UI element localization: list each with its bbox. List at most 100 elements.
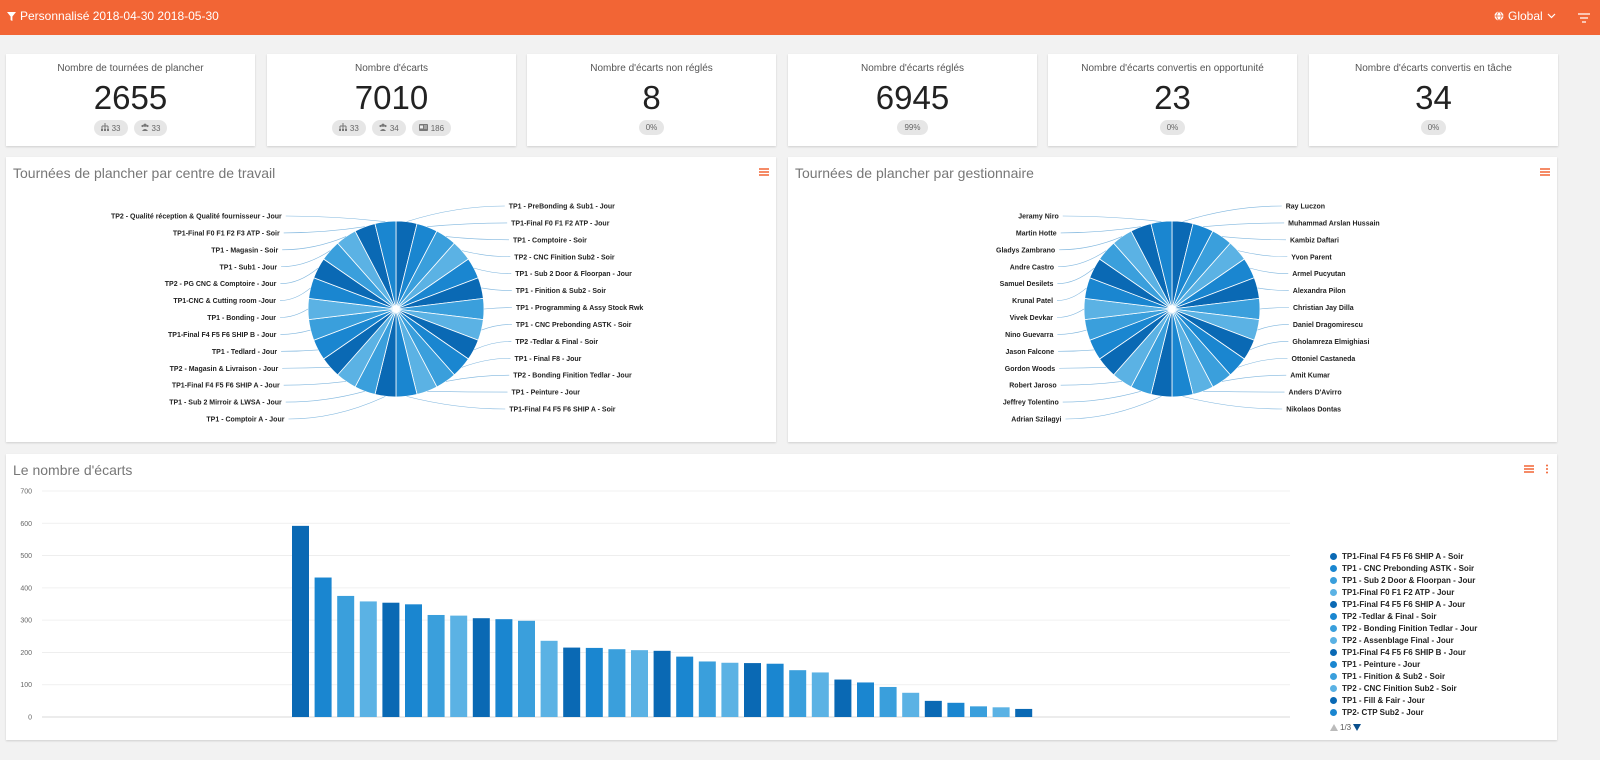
arrow-up-icon[interactable] xyxy=(1330,724,1338,731)
bar[interactable] xyxy=(495,619,513,717)
arrow-down-icon[interactable] xyxy=(1353,724,1362,731)
bar[interactable] xyxy=(631,650,648,717)
legend-item[interactable]: TP2 - Bonding Finition Tedlar - Jour xyxy=(1330,622,1477,634)
stat-chip: 33 xyxy=(133,120,168,136)
bar[interactable] xyxy=(450,615,468,717)
y-tick-label: 0 xyxy=(28,715,32,722)
bar[interactable] xyxy=(653,650,671,717)
pie-label: TP1-Final F0 F1 F2 F3 ATP - Soir xyxy=(173,230,280,237)
bar[interactable] xyxy=(789,670,807,717)
bar[interactable] xyxy=(563,647,581,717)
list-icon[interactable] xyxy=(1540,167,1550,177)
y-tick-label: 700 xyxy=(20,489,32,496)
bar[interactable] xyxy=(427,614,445,717)
pie-connector xyxy=(1182,396,1283,410)
bar[interactable] xyxy=(314,577,332,717)
pie-connector xyxy=(1060,381,1123,386)
pie-connector xyxy=(282,367,331,369)
pie-connector xyxy=(280,329,311,335)
pie-label: TP1 - Tedlard - Jour xyxy=(212,349,277,356)
bar[interactable] xyxy=(472,618,490,717)
bar[interactable] xyxy=(992,707,1010,717)
pie-connector xyxy=(1059,236,1123,251)
legend-item[interactable]: TP1 - Finition & Sub2 - Soir xyxy=(1330,670,1477,682)
legend-item[interactable]: TP1-Final F4 F5 F6 SHIP A - Jour xyxy=(1330,598,1477,610)
bar[interactable] xyxy=(382,602,400,717)
bar[interactable] xyxy=(924,700,942,717)
pie-label: TP1 - Peinture - Jour xyxy=(512,390,581,397)
bar[interactable] xyxy=(947,702,965,717)
bar[interactable] xyxy=(721,662,739,717)
bar[interactable] xyxy=(518,620,535,717)
bar[interactable] xyxy=(405,604,422,717)
bar[interactable] xyxy=(359,601,377,717)
bar[interactable] xyxy=(292,525,309,717)
more-vert-icon[interactable] xyxy=(1542,464,1552,474)
pie-label: TP1 - Final F8 - Jour xyxy=(515,356,582,363)
pie-label: Vivek Devkar xyxy=(1010,315,1054,322)
pie-label: Jeramy Niro xyxy=(1018,214,1058,221)
pie-label: Andre Castro xyxy=(1010,264,1054,271)
legend-item[interactable]: TP2 - CNC Finition Sub2 - Soir xyxy=(1330,682,1477,694)
pie-label: TP1-Final F0 F1 F2 ATP - Jour xyxy=(511,220,610,227)
bar[interactable] xyxy=(608,649,626,717)
id-card-icon xyxy=(418,123,428,133)
legend-item[interactable]: TP2- CTP Sub2 - Jour xyxy=(1330,706,1477,718)
pie-panel-work-center: Tournées de plancher par centre de trava… xyxy=(6,157,776,442)
pie-label: Adrian Szilagyi xyxy=(1011,417,1061,424)
pie-panel-manager-title: Tournées de plancher par gestionnaire xyxy=(795,165,1034,181)
pie-label: TP1 - Programming & Assy Stock Rwk xyxy=(516,305,643,312)
bar[interactable] xyxy=(811,672,829,717)
bar[interactable] xyxy=(337,595,355,717)
scope-selector[interactable]: Global xyxy=(1494,9,1556,23)
date-filter[interactable]: Personnalisé 2018-04-30 2018-05-30 xyxy=(7,9,219,23)
stat-chips: 0% xyxy=(527,120,776,135)
list-icon[interactable] xyxy=(1524,464,1534,474)
bar[interactable] xyxy=(857,682,874,717)
pie-label: Yvon Parent xyxy=(1291,254,1332,261)
stat-chip-label: 186 xyxy=(430,123,445,133)
org-icon xyxy=(100,123,109,133)
pie-label: Ottoniel Castaneda xyxy=(1292,356,1356,363)
legend-item[interactable]: TP1 - CNC Prebonding ASTK - Soir xyxy=(1330,562,1477,574)
legend-item[interactable]: TP1-Final F4 F5 F6 SHIP A - Soir xyxy=(1330,550,1477,562)
legend-dot xyxy=(1330,588,1337,596)
bar[interactable] xyxy=(766,663,784,717)
list-icon[interactable] xyxy=(759,167,769,177)
pie-label: Anders D'Avirro xyxy=(1289,390,1342,397)
pie-connector xyxy=(282,236,347,251)
bar[interactable] xyxy=(970,706,987,717)
pie-connector xyxy=(1257,324,1289,331)
bar[interactable] xyxy=(902,692,920,717)
legend-item[interactable]: TP1-Final F0 F1 F2 ATP - Jour xyxy=(1330,586,1477,598)
bar[interactable] xyxy=(585,647,603,717)
bar[interactable] xyxy=(834,679,852,717)
legend-item[interactable]: TP1-Final F4 F5 F6 SHIP B - Jour xyxy=(1330,646,1477,658)
pie-label: TP2 -Tedlar & Final - Soir xyxy=(515,339,598,346)
legend-item[interactable]: TP1 - Fill & Fair - Jour xyxy=(1330,694,1477,706)
pie-connector xyxy=(1203,390,1285,393)
stat-chip: 0% xyxy=(1159,120,1186,135)
bar[interactable] xyxy=(1015,708,1033,717)
pie-label: Alexandra Pilon xyxy=(1293,288,1346,295)
legend-item[interactable]: TP2 - Assenblage Final - Jour xyxy=(1330,634,1477,646)
pie-label: TP1-Final F4 F5 F6 SHIP A - Soir xyxy=(509,407,616,414)
stat-chip-label: 33 xyxy=(111,123,121,133)
stat-chip: 0% xyxy=(638,120,665,135)
legend-item[interactable]: TP1 - Sub 2 Door & Floorpan - Jour xyxy=(1330,574,1477,586)
stat-title: Nombre d'écarts convertis en opportunité xyxy=(1081,63,1264,74)
stat-title: Nombre de tournées de plancher xyxy=(57,63,204,74)
bar[interactable] xyxy=(540,640,558,717)
bar[interactable] xyxy=(698,661,716,717)
legend-item[interactable]: TP1 - Peinture - Jour xyxy=(1330,658,1477,670)
pie-connector xyxy=(1257,287,1289,291)
stat-chip-label: 0% xyxy=(645,123,658,132)
stat-value: 34 xyxy=(1415,79,1452,116)
pie-connector xyxy=(285,390,365,403)
filter-menu-button[interactable] xyxy=(1578,10,1590,28)
bar[interactable] xyxy=(676,656,694,717)
bar[interactable] xyxy=(744,663,761,717)
bar[interactable] xyxy=(879,686,897,717)
pie-label: Gholamreza Elmighiasi xyxy=(1292,339,1369,346)
legend-item[interactable]: TP2 -Tedlar & Final - Soir xyxy=(1330,610,1477,622)
